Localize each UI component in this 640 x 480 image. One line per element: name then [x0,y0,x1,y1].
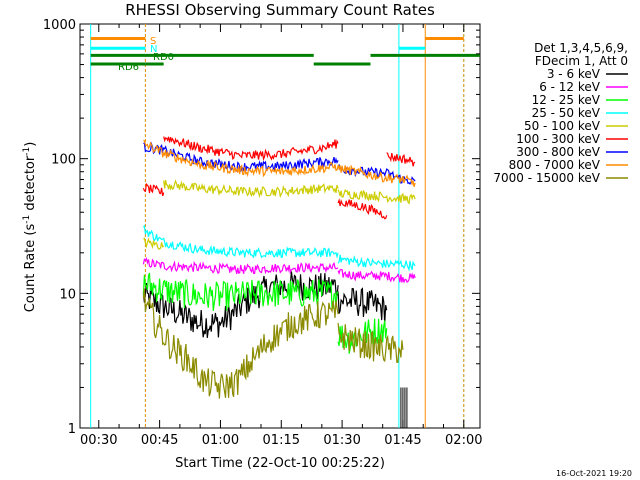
series-line [337,254,416,272]
series-6-12-kev [142,256,416,283]
chart-title: RHESSI Observing Summary Count Rates [125,1,435,19]
series-line [337,268,416,283]
legend: Det 1,3,4,5,6,9, FDecim 1, Att 0 3 - 6 k… [493,41,628,185]
y-axis-label-exp1: -1 [22,215,32,224]
series-line [142,224,339,259]
series-800-7000-kev [143,139,416,188]
legend-label: 100 - 300 keV [516,132,600,146]
legend-label: 6 - 12 keV [539,80,601,94]
series-300-800-kev [143,141,416,185]
series-line [163,179,339,199]
series-line [386,152,416,167]
legend-label: 7000 - 15000 keV [493,171,600,185]
x-tick-label: 01:00 [202,433,239,448]
series-100-300-kev [142,136,416,220]
legend-label: 3 - 6 keV [547,67,601,81]
status-label-s: S [150,36,156,47]
y-axis-label-mid: detector [23,155,38,215]
x-tick-label: 01:30 [323,433,360,448]
series-line [143,237,165,250]
series-line [337,323,404,364]
series-line [337,164,416,188]
x-axis-label: Start Time (22-Oct-10 00:25:22) [175,456,385,471]
series-7000-15000-kev [142,288,404,399]
legend-label: 50 - 100 keV [524,119,601,133]
legend-label: 800 - 7000 keV [509,158,601,172]
plot-frame [79,23,481,429]
y-axis-label-exp2: -1 [22,147,32,156]
legend-label: 12 - 25 keV [532,93,601,107]
x-tick-label: 02:00 [445,433,482,448]
legend-label: 25 - 50 keV [532,106,601,120]
series-25-50-kev [142,224,416,272]
series-line [142,288,339,399]
footer-date: 16-Oct-2021 19:20 [556,469,632,478]
series-line [337,287,388,324]
series-line [163,136,339,162]
x-tick-label: 01:15 [263,433,300,448]
x-tick-label: 00:30 [80,433,117,448]
y-axis-label: Count Rate (s-1 detector-1) [22,142,38,313]
legend-header-line-2: FDecim 1, Att 0 [535,54,628,68]
series-line [143,141,339,173]
y-tick-label: 100 [51,153,76,168]
series-12-25-kev [142,272,388,354]
legend-label: 300 - 800 keV [516,145,600,159]
y-axis: 1 10 100 1000 [43,18,480,437]
y-axis-label-main: Count Rate (s [23,224,38,313]
series-line [142,272,339,311]
status-label-n: N [150,44,157,55]
series-line [143,139,339,178]
legend-header-line-1: Det 1,3,4,5,6,9, [534,41,628,55]
x-axis: 00:30 00:45 01:00 01:15 01:30 01:45 02:00 [80,24,483,448]
y-tick-label: 1 [68,422,76,437]
y-tick-label: 10 [59,287,76,302]
series-line [337,198,388,220]
series-line [337,188,416,205]
status-label-rd6: RD6 [118,62,139,73]
series-50-100-kev [143,179,416,250]
series-line [142,256,339,275]
series-line [337,318,388,354]
y-axis-label-end: ) [23,142,38,147]
series-line [142,182,165,197]
x-tick-label: 00:45 [141,433,178,448]
x-tick-label: 01:45 [384,433,421,448]
status-label-rd0: RD0 [153,52,174,63]
y-tick-label: 1000 [43,18,76,33]
